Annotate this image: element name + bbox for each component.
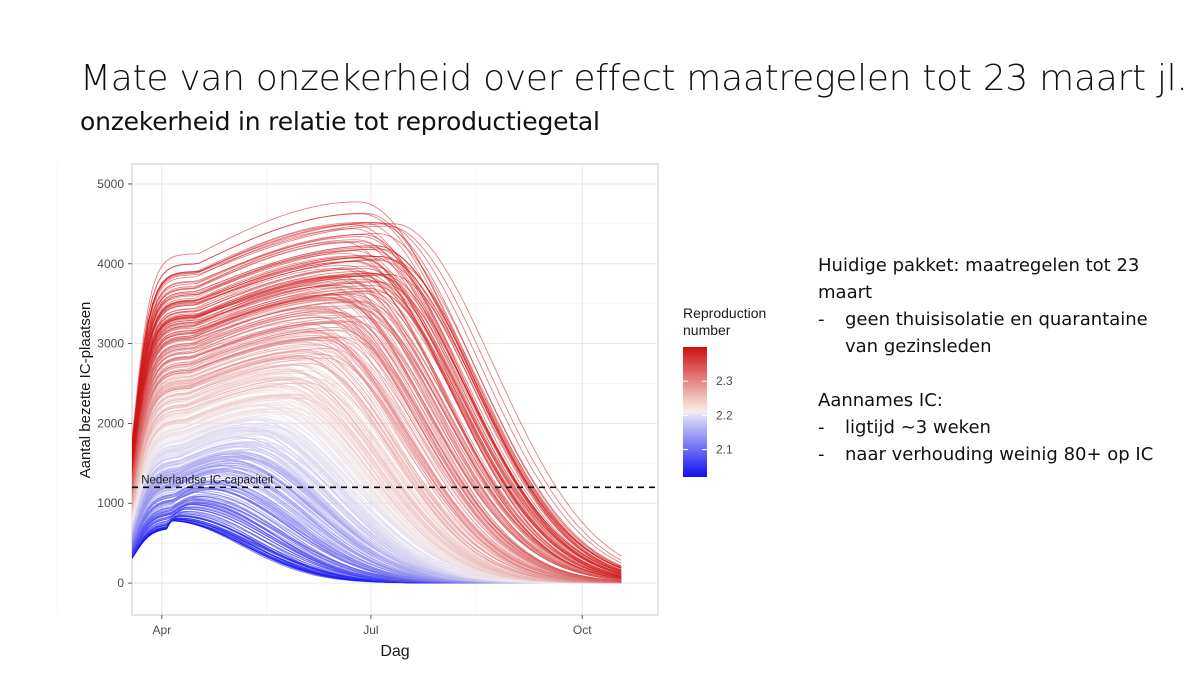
simulation-curve — [132, 385, 622, 584]
legend-ticks: 2.1 2.2 2.3 — [683, 374, 733, 457]
simulation-curve — [132, 281, 622, 575]
simulation-curve — [132, 329, 622, 583]
legend: Reproduction number 2.1 2.2 2.3 — [683, 305, 766, 477]
side-panel: Huidige pakket: maatregelen tot 23 maart… — [818, 252, 1178, 468]
simulation-curve — [132, 258, 622, 570]
simulation-curve — [132, 250, 622, 574]
simulation-curve — [132, 327, 622, 583]
simulation-curve — [132, 419, 622, 584]
simulation-curve — [132, 322, 622, 583]
simulation-curve — [132, 382, 622, 584]
assumptions-list: ligtijd ~3 weken naar verhouding weinig … — [818, 414, 1178, 468]
simulation-curve — [132, 257, 622, 578]
simulation-curve — [132, 267, 622, 577]
simulation-curve — [132, 239, 622, 574]
y-axis-ticks: 0 1000 2000 3000 4000 5000 — [97, 177, 132, 590]
simulation-curve — [132, 336, 622, 583]
simulation-curve — [132, 350, 622, 584]
current-package-list: geen thuisisolatie en quarantaine van ge… — [818, 306, 1178, 360]
x-tick-label: Oct — [573, 623, 592, 637]
simulation-curve — [132, 347, 622, 583]
current-package-heading: Huidige pakket: maatregelen tot 23 maart — [818, 255, 1140, 303]
current-package-item: geen thuisisolatie en quarantaine van ge… — [818, 306, 1178, 360]
simulation-curve — [132, 236, 622, 573]
simulation-curve — [132, 234, 622, 574]
ic-occupancy-chart: Nederlandse IC-capaciteit 0 1000 2000 3000 4… — [56, 163, 766, 660]
y-tick-label: 4000 — [97, 257, 124, 271]
simulation-curve — [132, 247, 622, 572]
simulation-curve — [132, 298, 622, 582]
simulation-curve — [132, 316, 622, 581]
simulation-curve — [132, 363, 622, 584]
ic-capacity-label: Nederlandse IC-capaciteit — [141, 474, 274, 486]
slide-subtitle: onzekerheid in relatie tot reproductiege… — [80, 107, 600, 136]
legend-tick-label: 2.1 — [716, 443, 733, 457]
simulation-lines — [132, 201, 622, 584]
simulation-curve — [132, 284, 622, 581]
simulation-curve — [132, 268, 622, 580]
legend-title-line1: Reproduction — [683, 305, 766, 321]
simulation-curve — [132, 339, 622, 583]
simulation-curve — [132, 310, 622, 582]
legend-tick-label: 2.3 — [716, 374, 733, 388]
legend-tick-label: 2.2 — [716, 408, 733, 422]
simulation-curve — [132, 314, 622, 583]
y-tick-label: 1000 — [97, 496, 124, 510]
simulation-curve — [132, 305, 622, 581]
simulation-curve — [132, 260, 622, 578]
y-tick-label: 0 — [117, 576, 124, 590]
simulation-curve — [132, 233, 622, 567]
x-tick-label: Jul — [363, 623, 378, 637]
simulation-curve — [132, 337, 622, 583]
simulation-curve — [132, 293, 622, 581]
y-axis-label: Aantal bezette IC-plaatsen — [77, 302, 94, 479]
x-tick-label: Apr — [153, 623, 172, 637]
assumptions-heading: Aannames IC: — [818, 390, 943, 411]
simulation-curve — [132, 324, 622, 583]
simulation-curve — [132, 274, 622, 572]
y-tick-label: 5000 — [97, 177, 124, 191]
simulation-curve — [132, 225, 622, 561]
simulation-curve — [132, 271, 622, 578]
simulation-curve — [132, 378, 622, 584]
simulation-curve — [132, 285, 622, 576]
simulation-curve — [132, 280, 622, 577]
simulation-curve — [132, 245, 622, 569]
x-axis-label: Dag — [380, 643, 409, 660]
simulation-curve — [132, 224, 622, 573]
simulation-curve — [132, 222, 622, 567]
simulation-curve — [132, 275, 622, 580]
simulation-curve — [132, 309, 622, 582]
y-tick-label: 2000 — [97, 416, 124, 430]
y-tick-label: 3000 — [97, 337, 124, 351]
slide-title: Mate van onzekerheid over effect maatreg… — [80, 58, 1188, 99]
x-axis-ticks: Apr Jul Oct — [153, 615, 592, 637]
simulation-curve — [132, 223, 622, 557]
legend-colorbar — [683, 347, 707, 477]
simulation-curve — [132, 287, 622, 577]
simulation-curve — [132, 300, 622, 579]
simulation-curve — [132, 248, 622, 571]
legend-title-line2: number — [683, 322, 731, 338]
assumption-item: ligtijd ~3 weken — [818, 414, 1178, 441]
assumption-item: naar verhouding weinig 80+ op IC — [818, 441, 1178, 468]
simulation-curve — [132, 201, 622, 569]
simulation-curve — [132, 292, 622, 579]
simulation-curve — [132, 311, 622, 582]
simulation-curve — [132, 273, 622, 575]
simulation-curve — [132, 212, 622, 568]
simulation-curve — [132, 339, 622, 583]
